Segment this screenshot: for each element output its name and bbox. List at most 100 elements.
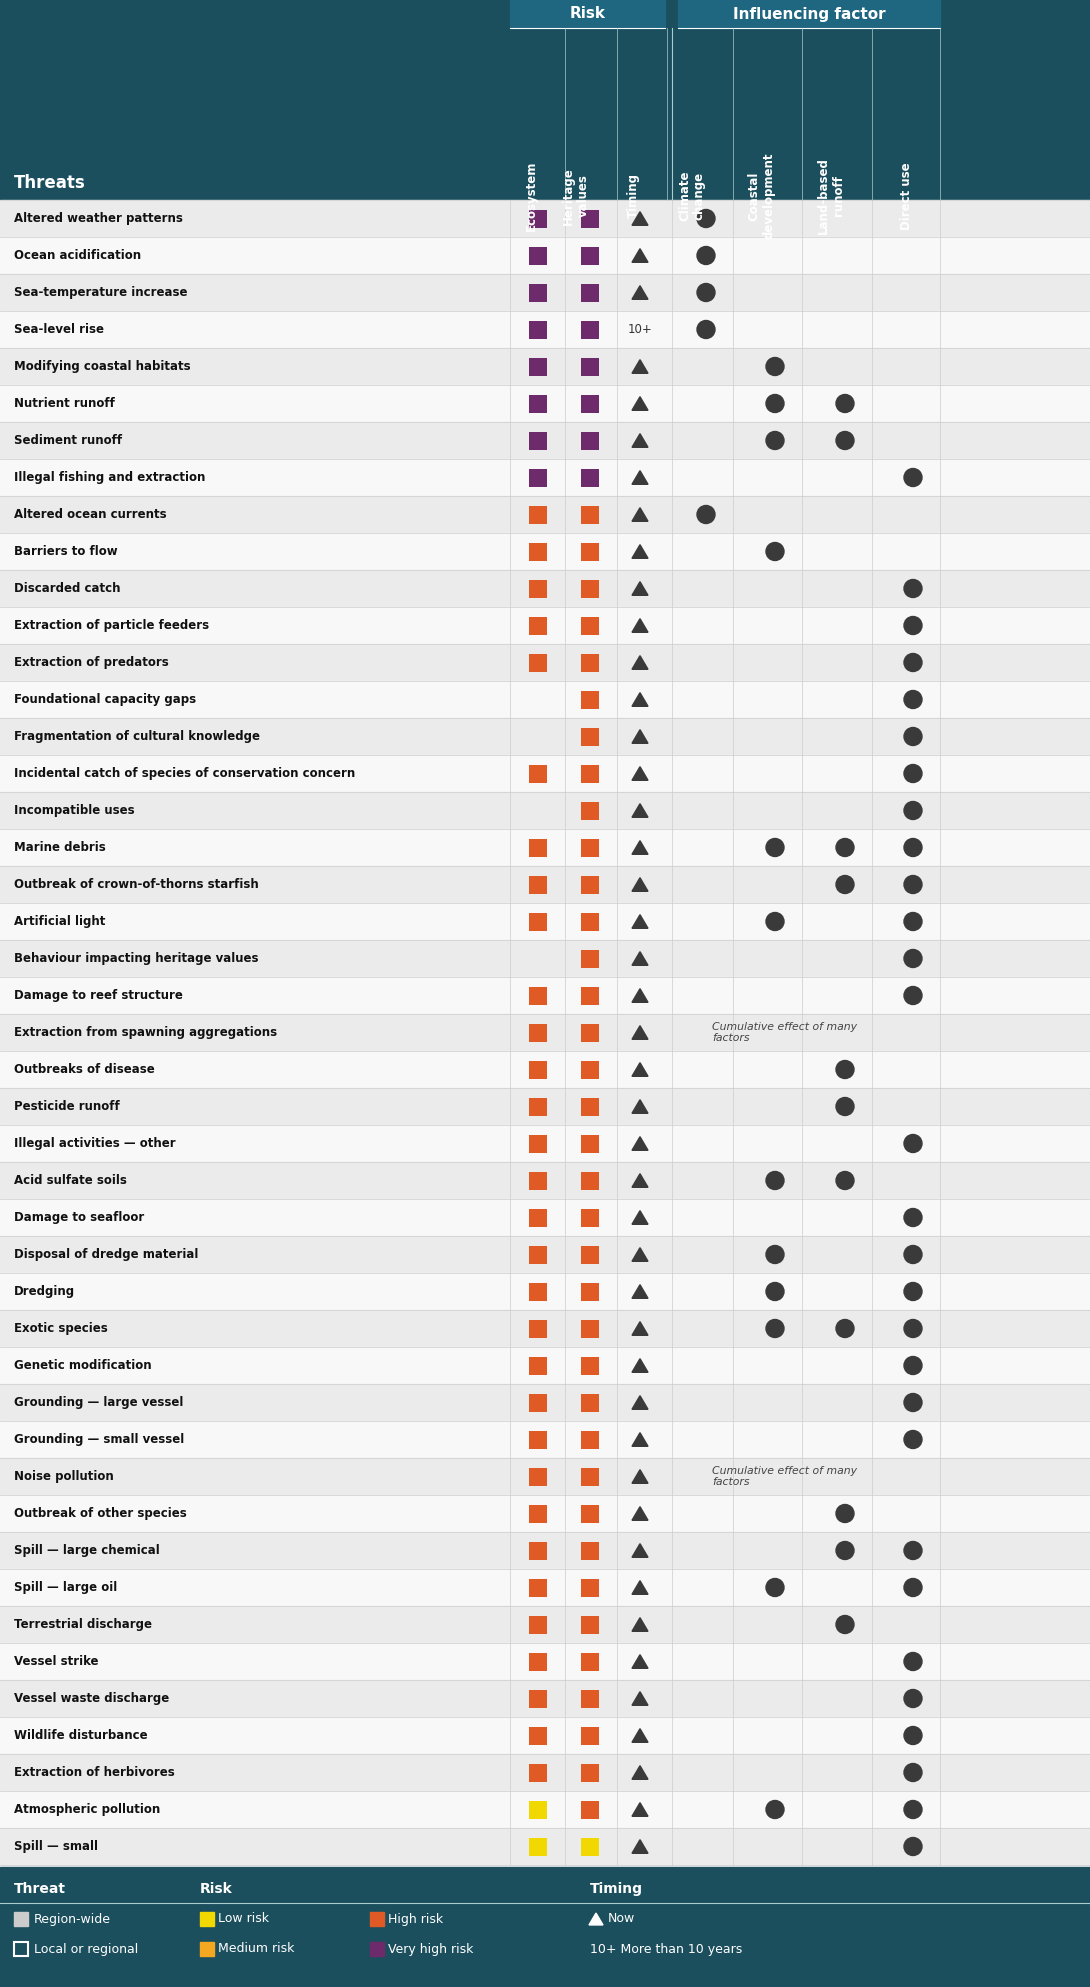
Bar	[529, 1689, 547, 1707]
Bar	[529, 358, 547, 376]
Bar	[529, 876, 547, 894]
Bar	[529, 580, 547, 598]
Bar	[581, 1135, 600, 1152]
Bar	[581, 912, 600, 930]
Bar	[529, 542, 547, 560]
Bar	[529, 1097, 547, 1115]
Polygon shape	[632, 433, 647, 447]
Text: Influencing factor: Influencing factor	[732, 6, 885, 22]
Text: Threat: Threat	[14, 1882, 66, 1896]
Bar	[0, 459, 1090, 497]
Bar	[581, 1653, 600, 1671]
Text: Illegal fishing and extraction: Illegal fishing and extraction	[14, 471, 205, 485]
Bar	[581, 876, 600, 894]
Text: High risk: High risk	[388, 1913, 444, 1925]
Text: Incidental catch of species of conservation concern: Incidental catch of species of conservat…	[14, 767, 355, 781]
Polygon shape	[632, 841, 647, 854]
Polygon shape	[632, 582, 647, 596]
Bar	[529, 1468, 547, 1486]
Bar	[581, 1578, 600, 1596]
Text: Extraction of herbivores: Extraction of herbivores	[14, 1766, 174, 1778]
Text: Ocean acidification: Ocean acidification	[14, 248, 141, 262]
Polygon shape	[632, 213, 647, 225]
Bar	[581, 320, 600, 338]
Bar	[529, 395, 547, 413]
Bar	[581, 1172, 600, 1190]
Bar	[581, 1282, 600, 1301]
Text: Now: Now	[608, 1913, 635, 1925]
Polygon shape	[632, 1729, 647, 1743]
Bar	[529, 246, 547, 264]
Text: Genetic modification: Genetic modification	[14, 1359, 152, 1371]
Bar	[0, 866, 1090, 902]
Bar	[581, 986, 600, 1005]
Polygon shape	[632, 1321, 647, 1335]
Text: Coastal
development: Coastal development	[747, 153, 775, 238]
Polygon shape	[632, 1248, 647, 1262]
Bar	[529, 1319, 547, 1337]
Text: Local or regional: Local or regional	[34, 1943, 138, 1955]
Bar	[581, 395, 600, 413]
Bar	[14, 1941, 28, 1955]
Bar	[529, 616, 547, 634]
Polygon shape	[632, 509, 647, 521]
Bar	[581, 1357, 600, 1375]
Circle shape	[836, 1319, 853, 1337]
Circle shape	[904, 654, 922, 672]
Bar	[0, 1458, 1090, 1494]
Text: Fragmentation of cultural knowledge: Fragmentation of cultural knowledge	[14, 729, 261, 743]
Text: Altered weather patterns: Altered weather patterns	[14, 213, 183, 225]
Bar	[581, 1727, 600, 1745]
Bar	[581, 1208, 600, 1226]
Bar	[581, 1838, 600, 1856]
Bar	[14, 1911, 28, 1925]
Circle shape	[836, 1097, 853, 1115]
Bar	[510, 0, 665, 28]
Bar	[0, 570, 1090, 606]
Polygon shape	[632, 990, 647, 1001]
Text: Region-wide: Region-wide	[34, 1913, 111, 1925]
Bar	[0, 1755, 1090, 1790]
Polygon shape	[632, 1395, 647, 1409]
Circle shape	[697, 246, 715, 264]
Circle shape	[904, 1393, 922, 1411]
Bar	[529, 1282, 547, 1301]
Bar	[0, 385, 1090, 421]
Bar	[0, 829, 1090, 866]
Bar	[529, 1838, 547, 1856]
Text: Artificial light: Artificial light	[14, 914, 106, 928]
Text: Sea-level rise: Sea-level rise	[14, 324, 104, 336]
Bar	[581, 1393, 600, 1411]
Bar	[581, 1689, 600, 1707]
Text: Extraction of particle feeders: Extraction of particle feeders	[14, 620, 209, 632]
Text: Vessel waste discharge: Vessel waste discharge	[14, 1693, 169, 1705]
Polygon shape	[632, 1617, 647, 1631]
Circle shape	[766, 1578, 784, 1596]
Bar	[529, 1800, 547, 1818]
Text: Timing: Timing	[590, 1882, 643, 1896]
Bar	[0, 978, 1090, 1013]
Bar	[0, 682, 1090, 717]
Bar	[0, 1605, 1090, 1643]
Circle shape	[836, 876, 853, 894]
Polygon shape	[632, 618, 647, 632]
Text: Spill — large chemical: Spill — large chemical	[14, 1544, 160, 1558]
Text: Behaviour impacting heritage values: Behaviour impacting heritage values	[14, 952, 258, 966]
Text: Barriers to flow: Barriers to flow	[14, 544, 118, 558]
Circle shape	[904, 1135, 922, 1152]
Text: Medium risk: Medium risk	[218, 1943, 294, 1955]
Bar	[581, 1764, 600, 1782]
Circle shape	[766, 358, 784, 376]
Bar	[0, 755, 1090, 793]
Bar	[529, 1023, 547, 1041]
Circle shape	[904, 1319, 922, 1337]
Bar	[581, 469, 600, 487]
Bar	[529, 1135, 547, 1152]
Circle shape	[766, 1246, 784, 1264]
Text: Pesticide runoff: Pesticide runoff	[14, 1101, 120, 1113]
Text: Timing: Timing	[627, 173, 640, 219]
Bar	[581, 1542, 600, 1560]
Text: Ecosystem: Ecosystem	[525, 161, 538, 230]
Text: Outbreak of other species: Outbreak of other species	[14, 1506, 186, 1520]
Circle shape	[836, 1504, 853, 1522]
